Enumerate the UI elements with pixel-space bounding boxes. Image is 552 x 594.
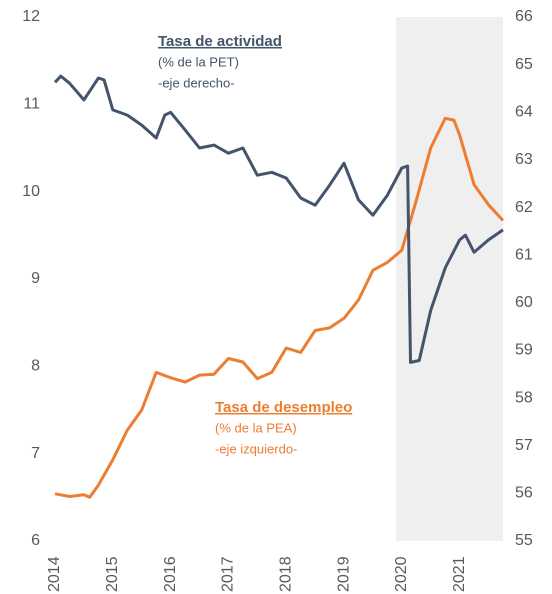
x-tick-label: 2018: [277, 556, 294, 592]
y2-tick-label: 63: [515, 151, 533, 168]
series-line: [54, 116, 505, 499]
y-tick-label: 8: [31, 358, 40, 375]
x-tick-label: 2015: [104, 556, 121, 592]
y-tick-label: 11: [23, 96, 40, 113]
shaded-period: [396, 17, 503, 541]
y2-tick-label: 66: [515, 8, 533, 25]
annotation: -eje izquierdo-: [215, 441, 297, 456]
y-tick-label: 10: [22, 183, 40, 200]
y2-tick-label: 60: [515, 294, 533, 311]
y2-tick-label: 62: [515, 199, 533, 216]
annotation: (% de la PET): [158, 54, 239, 69]
annotation: (% de la PEA): [215, 420, 297, 435]
y2-tick-label: 57: [515, 437, 533, 454]
annotation: -eje derecho-: [158, 75, 235, 90]
x-tick-label: 2014: [46, 556, 63, 592]
y2-tick-label: 55: [515, 532, 533, 549]
series-line: [53, 74, 504, 364]
y2-tick-label: 56: [515, 485, 533, 502]
annotation-title: Tasa de desempleo: [215, 399, 352, 416]
y2-tick-label: 59: [515, 342, 533, 359]
x-tick-label: 2021: [451, 556, 468, 592]
y2-tick-label: 65: [515, 56, 533, 73]
y2-tick-label: 61: [515, 246, 533, 263]
y-tick-label: 7: [31, 445, 40, 462]
y-tick-label: 6: [31, 532, 40, 549]
y2-tick-label: 58: [515, 389, 533, 406]
y2-tick-label: 64: [515, 103, 533, 120]
annotation-title: Tasa de actividad: [158, 33, 282, 50]
x-tick-label: 2020: [393, 556, 410, 592]
x-tick-label: 2019: [335, 556, 352, 592]
y-tick-label: 9: [31, 270, 40, 287]
x-tick-label: 2016: [162, 556, 179, 592]
y-tick-label: 12: [22, 8, 40, 25]
x-tick-label: 2017: [220, 556, 237, 592]
